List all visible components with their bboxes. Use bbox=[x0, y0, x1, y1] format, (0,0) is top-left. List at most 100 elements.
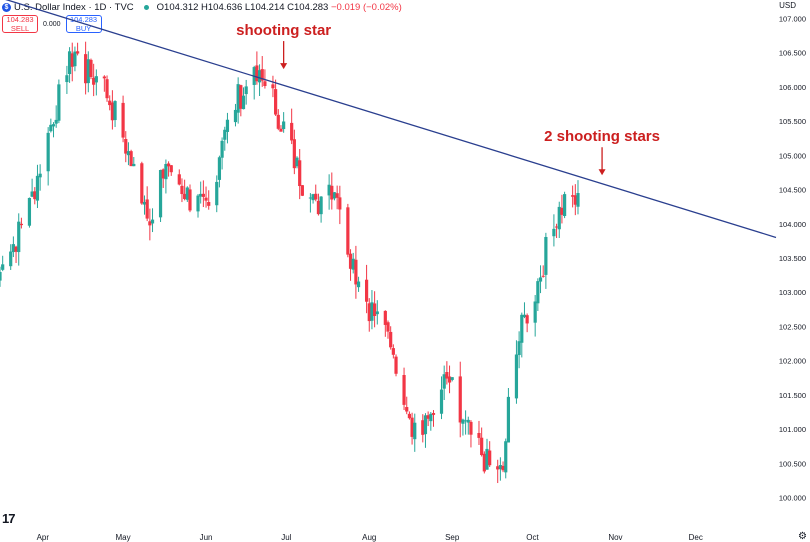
candle bbox=[517, 331, 521, 369]
annotation: shooting star bbox=[236, 22, 331, 70]
candle-body bbox=[225, 119, 230, 132]
candle bbox=[188, 184, 192, 213]
candle-body bbox=[164, 164, 168, 180]
symbol-title[interactable]: U.S. Dollar Index · 1D · TVC bbox=[14, 1, 134, 13]
candle-body bbox=[482, 453, 486, 472]
candle-body bbox=[102, 76, 106, 79]
candle-body bbox=[292, 139, 296, 169]
candle-body bbox=[466, 419, 470, 423]
candle bbox=[129, 149, 133, 167]
candle-body bbox=[458, 376, 462, 423]
candle-body bbox=[199, 193, 203, 197]
candle bbox=[386, 320, 390, 339]
annotation-arrow-head bbox=[598, 169, 606, 176]
candle bbox=[319, 196, 323, 223]
candle bbox=[563, 191, 567, 219]
buy-label: BUY bbox=[75, 23, 92, 33]
x-tick-label: Dec bbox=[689, 533, 703, 542]
candle bbox=[447, 365, 452, 394]
candle bbox=[391, 344, 395, 359]
time-axis: Apr May Jun Jul Aug Sep Oct Nov Dec bbox=[37, 533, 703, 542]
candle-body bbox=[410, 417, 414, 437]
candle bbox=[560, 194, 564, 224]
candle-body bbox=[220, 140, 224, 158]
candle-body bbox=[67, 51, 72, 75]
candle bbox=[166, 161, 171, 177]
candle-body bbox=[447, 376, 452, 383]
candle bbox=[421, 414, 425, 443]
ohlc-readout: O104.312 H104.636 L104.214 C104.283 −0.0… bbox=[157, 2, 402, 13]
x-tick-label: Aug bbox=[362, 533, 376, 542]
candle bbox=[11, 236, 15, 258]
candle bbox=[148, 208, 152, 241]
candle bbox=[557, 201, 561, 238]
candle bbox=[348, 249, 353, 281]
candle bbox=[14, 245, 18, 263]
trendline-layer bbox=[5, 0, 777, 239]
candle bbox=[271, 75, 275, 98]
candle bbox=[185, 186, 189, 202]
candle-body bbox=[506, 396, 511, 443]
candle bbox=[429, 411, 433, 431]
candle-body bbox=[92, 77, 96, 85]
candle-body bbox=[557, 206, 561, 230]
candle-body bbox=[354, 259, 358, 285]
settings-gear-icon[interactable]: ⚙ bbox=[798, 531, 807, 542]
candle-body bbox=[464, 420, 468, 422]
candle-body bbox=[158, 169, 163, 218]
candle-body bbox=[73, 51, 77, 67]
candle bbox=[0, 266, 2, 287]
candle-body bbox=[204, 197, 208, 201]
candle bbox=[480, 427, 484, 457]
candle-body bbox=[536, 281, 540, 304]
candle-body bbox=[233, 109, 238, 123]
candle-body bbox=[70, 53, 74, 67]
candle-body bbox=[364, 279, 369, 302]
candle-body bbox=[132, 163, 136, 167]
candle-body bbox=[394, 356, 398, 374]
candle-body bbox=[522, 314, 527, 318]
trendline bbox=[5, 0, 777, 239]
candle bbox=[538, 265, 543, 294]
candle bbox=[330, 172, 334, 210]
candle-body bbox=[533, 301, 537, 323]
candle-body bbox=[239, 85, 243, 109]
candle bbox=[364, 264, 369, 314]
candle bbox=[1, 255, 5, 272]
candle bbox=[554, 223, 559, 239]
candle-body bbox=[126, 151, 131, 156]
candle-body bbox=[110, 102, 114, 121]
candle bbox=[431, 410, 436, 427]
buy-button[interactable]: 104.283 BUY bbox=[65, 15, 102, 33]
sell-button[interactable]: 104.283 SELL bbox=[2, 15, 38, 33]
candle-body bbox=[501, 465, 505, 471]
candle-body bbox=[348, 253, 353, 269]
candle-body bbox=[429, 413, 433, 422]
candle bbox=[292, 129, 296, 175]
candle bbox=[501, 461, 505, 473]
candle bbox=[17, 213, 21, 266]
candle-body bbox=[105, 79, 109, 99]
candle bbox=[407, 411, 412, 420]
candle-body bbox=[295, 157, 299, 167]
candle bbox=[169, 165, 173, 176]
candle bbox=[204, 186, 208, 208]
currency-label[interactable]: USD bbox=[779, 1, 796, 10]
candle-body bbox=[356, 281, 361, 288]
candle-body bbox=[391, 348, 395, 355]
candle bbox=[506, 387, 511, 443]
candle bbox=[466, 416, 470, 435]
annotation-arrow-head bbox=[280, 63, 288, 70]
candle-body bbox=[279, 128, 283, 132]
candle-body bbox=[514, 354, 519, 399]
candle-body bbox=[461, 419, 465, 424]
candle bbox=[140, 161, 144, 205]
candle bbox=[458, 361, 462, 438]
candle bbox=[145, 186, 149, 222]
candle bbox=[485, 438, 489, 470]
y-tick-label: 101.000 bbox=[779, 425, 806, 434]
candle-body bbox=[244, 86, 248, 95]
candle-body bbox=[573, 195, 577, 205]
candle-body bbox=[544, 236, 548, 275]
